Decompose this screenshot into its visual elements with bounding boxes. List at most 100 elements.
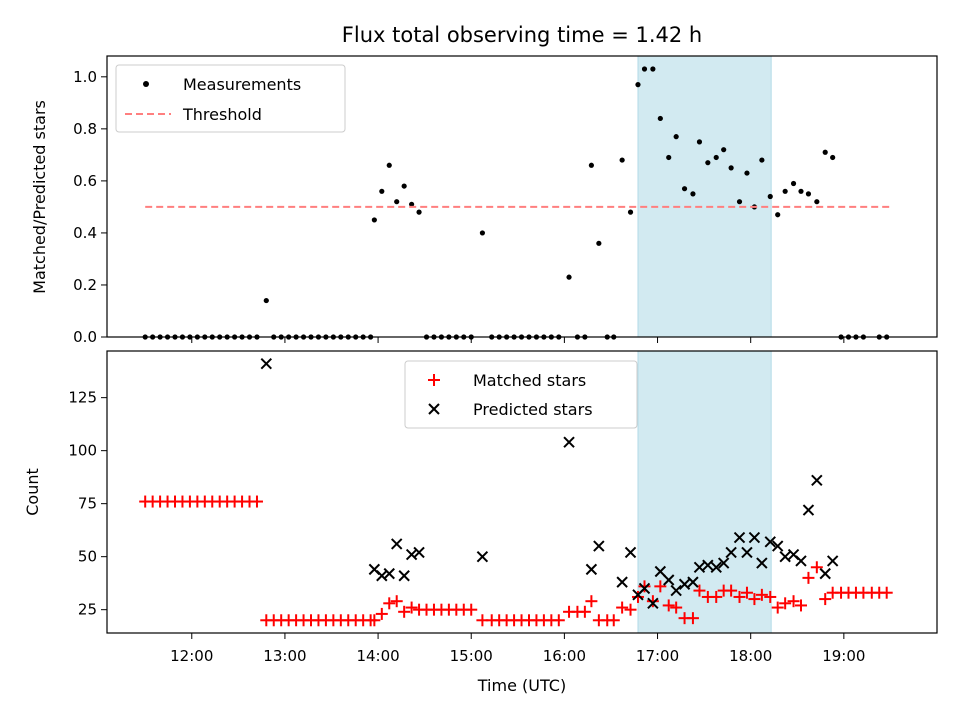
bottom-matched-point: [383, 597, 396, 610]
bottom-y-tick-label: 25: [78, 601, 97, 619]
bottom-x-tick-label: 19:00: [822, 647, 865, 665]
bottom-x-tick-label: 13:00: [263, 647, 306, 665]
bottom-predicted-point: [654, 565, 667, 578]
bottom-x-tick-label: 15:00: [450, 647, 493, 665]
bottom-matched-point: [733, 590, 746, 603]
top-measurement-point: [627, 209, 634, 215]
top-measurement-point: [759, 157, 765, 163]
bottom-x-tick-label: 18:00: [729, 647, 772, 665]
bottom-matched-point: [662, 599, 675, 612]
bottom-matched-point: [638, 580, 651, 593]
bottom-matched-point: [624, 603, 637, 616]
top-measurement-point: [830, 154, 836, 161]
bottom-y-tick-label: 75: [78, 495, 97, 513]
top-measurement-point: [409, 201, 415, 207]
bottom-predicted-point: [398, 570, 410, 582]
bottom-matched-point: [398, 605, 411, 618]
bottom-predicted-point: [687, 576, 699, 588]
bottom-predicted-point: [702, 559, 714, 571]
bottom-legend: Matched stars Predicted stars: [404, 360, 638, 429]
bottom-predicted-point: [779, 550, 791, 563]
bottom-matched-point: [740, 586, 753, 599]
top-axes-frame: [106, 55, 938, 338]
top-measurement-point: [619, 157, 625, 163]
bottom-x-tick-label: 12:00: [170, 647, 213, 665]
bottom-predicted-point: [733, 531, 746, 544]
bottom-predicted-point: [405, 548, 418, 561]
bottom-predicted-point: [383, 567, 395, 580]
bottom-y-tick-label: 125: [68, 389, 97, 407]
top-measurement-point: [767, 193, 773, 200]
top-legend-box: [115, 64, 346, 133]
top-y-tick-label: 0.8: [73, 120, 97, 138]
top-y-axis-label: Matched/Predicted stars: [30, 100, 49, 294]
bottom-y-tick-label: 50: [78, 548, 97, 566]
bottom-matched-point: [375, 607, 388, 620]
bottom-predicted-point: [748, 531, 761, 544]
top-measurement-point: [379, 188, 385, 194]
top-y-tick-label: 0.0: [73, 328, 97, 346]
bottom-matched-point: [578, 605, 591, 618]
bottom-matched-point: [693, 584, 706, 597]
top-y-tick-label: 1.0: [73, 68, 97, 86]
bottom-matched-point: [764, 590, 777, 603]
top-measurement-point: [775, 212, 781, 218]
figure-title: Flux total observing time = 1.42 h: [342, 23, 702, 47]
bottom-matched-point: [405, 601, 418, 614]
bottom-matched-point: [755, 588, 768, 601]
bottom-predicted-point: [826, 555, 839, 567]
top-measurement-point: [681, 186, 688, 192]
bottom-matched-point: [779, 597, 792, 610]
legend-label-predicted: Predicted stars: [473, 400, 593, 419]
legend-label-measurements: Measurements: [183, 75, 301, 94]
bottom-predicted-point: [260, 358, 273, 370]
bottom-predicted-point: [764, 536, 776, 548]
bottom-predicted-point: [638, 582, 651, 595]
top-measurement-point: [696, 139, 703, 145]
bottom-predicted-point: [624, 546, 637, 559]
bottom-matched-point: [880, 586, 893, 599]
bottom-x-tick-label: 16:00: [543, 647, 586, 665]
bottom-y-axis-label: Count: [23, 468, 42, 516]
bottom-matched-point: [670, 601, 683, 614]
bottom-matched-point: [585, 595, 598, 608]
top-measurement-point: [805, 191, 812, 197]
bottom-matched-point: [802, 571, 815, 584]
bottom-predicted-point: [413, 546, 425, 559]
bottom-matched-point: [748, 593, 761, 606]
bottom-predicted-point: [391, 538, 403, 550]
bottom-x-tick-label: 17:00: [636, 647, 679, 665]
top-measurement-point: [641, 66, 648, 72]
bottom-matched-point: [616, 601, 629, 614]
bottom-predicted-point: [725, 546, 737, 559]
top-measurement-point: [371, 217, 377, 223]
top-measurement-point: [690, 191, 696, 197]
top-measurement-point: [566, 274, 572, 280]
bottom-predicted-point: [647, 597, 659, 610]
bottom-matched-point: [787, 595, 800, 608]
top-measurement-point: [736, 199, 743, 205]
top-y-tick-label: 0.4: [73, 224, 97, 242]
bottom-predicted-point: [756, 557, 768, 569]
top-measurement-point: [416, 209, 422, 215]
legend-label-threshold: Threshold: [182, 105, 262, 124]
bottom-predicted-point: [593, 540, 605, 552]
bottom-matched-point: [607, 614, 620, 627]
top-measurement-point: [673, 134, 679, 140]
bottom-panel: 25 50 75 100 125 12:00 13:00 14:00 15:00 16:00 17:…: [23, 350, 938, 695]
bottom-predicted-point: [710, 561, 722, 573]
bottom-predicted-point: [717, 557, 730, 569]
bottom-matched-point: [710, 590, 723, 603]
top-measurement-point: [728, 165, 734, 171]
legend-plus-icon: [428, 374, 440, 386]
legend-label-matched: Matched stars: [473, 371, 586, 390]
bottom-matched-point: [368, 614, 381, 627]
bottom-predicted-point: [795, 555, 807, 567]
top-measurement-point: [666, 154, 672, 161]
top-measurement-point: [401, 183, 407, 189]
top-measurement-point: [394, 199, 400, 205]
bottom-predicted-point: [616, 576, 628, 588]
bottom-y-tick-label: 100: [68, 442, 97, 460]
top-measurement-point: [798, 188, 804, 194]
